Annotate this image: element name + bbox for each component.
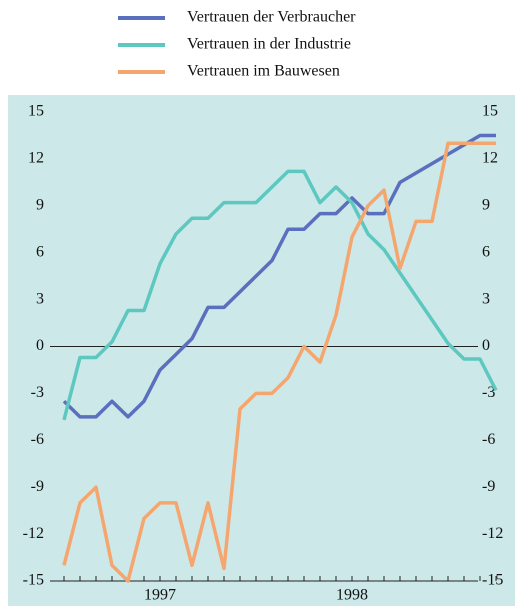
y-tick-label: 12 — [28, 150, 44, 167]
y2-tick-label: -6 — [482, 431, 495, 448]
y2-tick-label: -12 — [482, 525, 503, 542]
y2-tick-label: 9 — [482, 196, 490, 213]
y-tick-label: -9 — [31, 478, 44, 495]
y-tick-label: 3 — [36, 290, 44, 307]
y2-tick-label: 3 — [482, 290, 490, 307]
y2-tick-label: 0 — [482, 337, 490, 354]
y-tick-label: 6 — [36, 243, 44, 260]
y-tick-label: -6 — [31, 431, 44, 448]
y2-tick-label: -9 — [482, 478, 495, 495]
legend-label: Vertrauen in der Industrie — [187, 36, 351, 53]
x-tick-label: 1997 — [144, 587, 176, 604]
y-tick-label: 0 — [36, 337, 44, 354]
y-tick-label: 15 — [28, 103, 44, 120]
series-line — [62, 133, 496, 419]
y-tick-label: -3 — [31, 384, 44, 401]
x-tick-label: 1998 — [336, 587, 368, 604]
y2-tick-label: -3 — [482, 384, 495, 401]
y2-tick-label: 15 — [482, 103, 498, 120]
y2-tick-label: 6 — [482, 243, 490, 260]
legend-label: Vertrauen im Bauwesen — [187, 63, 340, 80]
y2-tick-label: -15 — [482, 572, 503, 589]
y-tick-label: -15 — [23, 572, 44, 589]
y2-tick-label: 12 — [482, 150, 498, 167]
y-tick-label: 9 — [36, 196, 44, 213]
series-line — [62, 141, 496, 583]
y-tick-label: -12 — [23, 525, 44, 542]
series-line — [62, 169, 498, 421]
plot-background — [8, 95, 515, 606]
legend-label: Vertrauen der Verbraucher — [187, 9, 356, 26]
